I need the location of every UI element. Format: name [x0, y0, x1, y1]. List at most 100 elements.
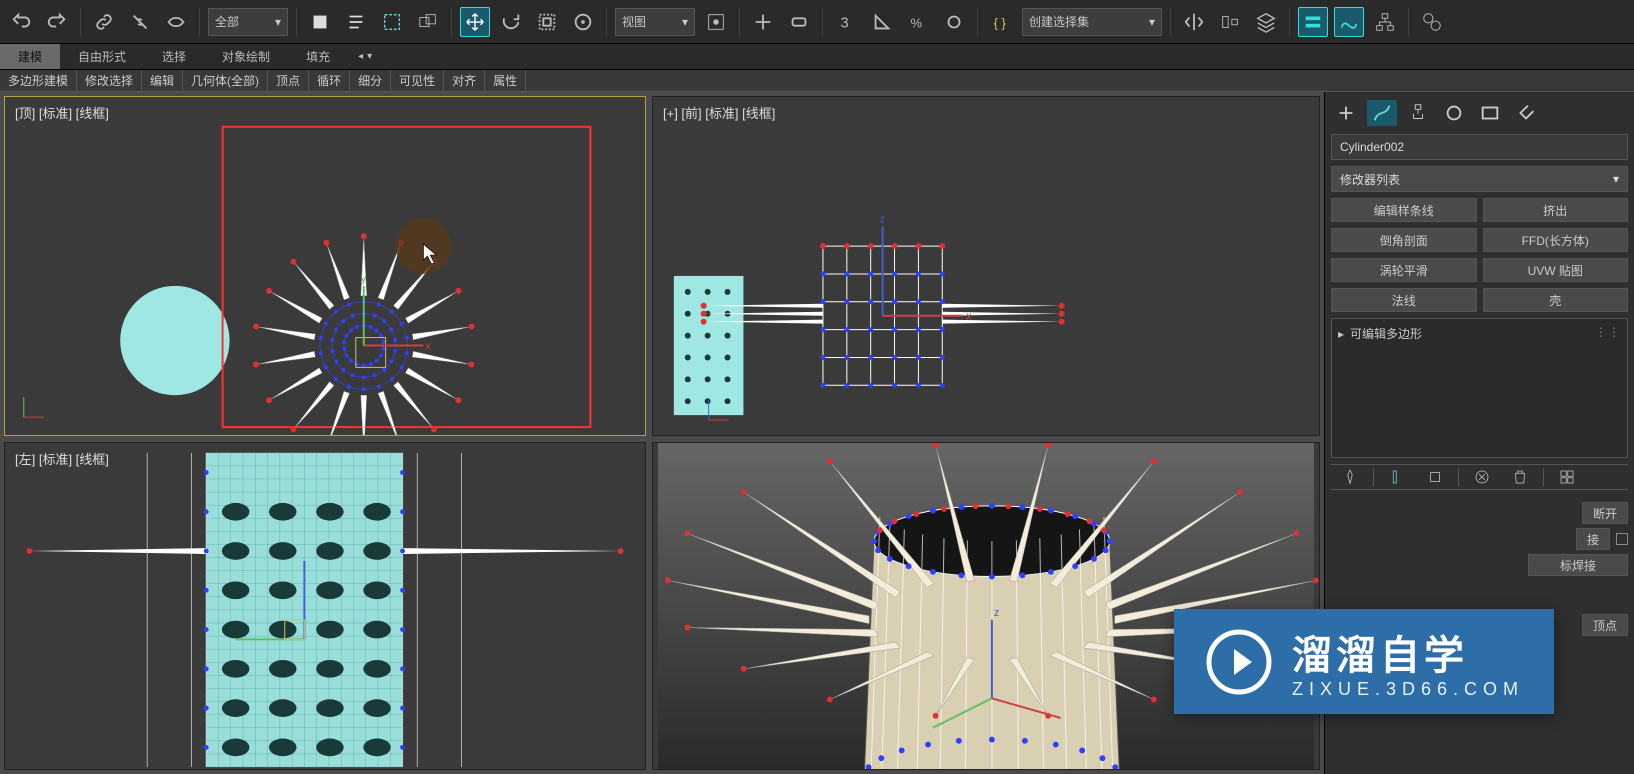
ref-coord-dropdown[interactable]: 视图 ▾	[615, 8, 695, 36]
named-set-dropdown[interactable]: 创建选择集 ▾	[1022, 8, 1162, 36]
mirror-icon[interactable]	[1179, 7, 1209, 37]
schematic-view-icon[interactable]	[1370, 7, 1400, 37]
modifier-stack[interactable]: ▸ 可编辑多边形 ⋮⋮	[1331, 318, 1628, 458]
remove-modifier-icon[interactable]	[1467, 464, 1497, 490]
ribbon-dropdown-icon[interactable]: ▾	[367, 51, 372, 62]
utilities-tab-icon[interactable]	[1511, 100, 1541, 126]
modify-tab-icon[interactable]	[1367, 100, 1397, 126]
spinner-snap-icon[interactable]	[939, 7, 969, 37]
target-weld-button[interactable]: 标焊接	[1528, 554, 1628, 576]
bind-icon[interactable]	[161, 7, 191, 37]
keymode-icon[interactable]	[784, 7, 814, 37]
viewport-top[interactable]: [顶] [标准] [线框] xy	[4, 96, 646, 436]
redo-icon[interactable]	[42, 7, 72, 37]
ribbon-tab-label: 建模	[18, 48, 42, 65]
object-name-field[interactable]: Cylinder002	[1331, 134, 1628, 160]
select-name-icon[interactable]	[341, 7, 371, 37]
layers-icon[interactable]	[1251, 7, 1281, 37]
subtab-vertex[interactable]: 顶点	[268, 70, 309, 91]
configure-icon[interactable]	[1552, 464, 1582, 490]
subtab-props[interactable]: 属性	[485, 70, 526, 91]
pin-stack-icon[interactable]	[1335, 464, 1365, 490]
connect-settings-icon[interactable]	[1616, 533, 1628, 545]
pivot-icon[interactable]	[701, 7, 731, 37]
modifier-btn-spline[interactable]: 编辑样条线	[1331, 198, 1477, 222]
viewport-perspective[interactable]: [+] [透视] [标准] [边面] z	[652, 442, 1320, 770]
expand-icon[interactable]: ▸	[1338, 327, 1344, 341]
modifier-btn-uvw[interactable]: UVW 贴图	[1483, 258, 1629, 282]
caret-down-icon: ▾	[682, 15, 688, 29]
stack-toolbar	[1331, 464, 1628, 490]
object-name-text: Cylinder002	[1340, 140, 1404, 154]
ref-coord-label: 视图	[622, 13, 646, 30]
stack-item-label: 可编辑多边形	[1350, 325, 1422, 342]
create-tab-icon[interactable]	[1331, 100, 1361, 126]
watermark-url: ZIXUE.3D66.COM	[1292, 679, 1524, 700]
remove-iso-button[interactable]: 顶点	[1582, 614, 1628, 636]
placement-icon[interactable]	[568, 7, 598, 37]
svg-text:x: x	[425, 341, 431, 353]
modifier-btn-extrude[interactable]: 挤出	[1483, 198, 1629, 222]
scale-icon[interactable]	[532, 7, 562, 37]
modifier-btn-normals[interactable]: 法线	[1331, 288, 1477, 312]
svg-text:%: %	[911, 15, 922, 30]
show-end-icon[interactable]	[1382, 464, 1412, 490]
stack-options-icon[interactable]: ⋮⋮	[1595, 325, 1621, 339]
select-rect-icon[interactable]	[305, 7, 335, 37]
ribbon-tab-freeform[interactable]: 自由形式	[60, 44, 144, 69]
ribbon-tab-select[interactable]: 选择	[144, 44, 204, 69]
subtab-geometry[interactable]: 几何体(全部)	[183, 70, 268, 91]
subtab-polymodel[interactable]: 多边形建模	[0, 70, 77, 91]
ribbon-tab-label: 选择	[162, 48, 186, 65]
subtab-align[interactable]: 对齐	[444, 70, 485, 91]
material-editor-icon[interactable]	[1417, 7, 1447, 37]
curve-editor-icon[interactable]	[1334, 7, 1364, 37]
modifier-btn-bevel[interactable]: 倒角剖面	[1331, 228, 1477, 252]
ribbon-tab-paint[interactable]: 对象绘制	[204, 44, 288, 69]
unlink-icon[interactable]	[125, 7, 155, 37]
break-button[interactable]: 断开	[1582, 502, 1628, 524]
selection-filter-dropdown[interactable]: 全部 ▾	[208, 8, 288, 36]
hierarchy-tab-icon[interactable]	[1403, 100, 1433, 126]
subtab-loop[interactable]: 循环	[309, 70, 350, 91]
link-icon[interactable]	[89, 7, 119, 37]
move-icon[interactable]	[460, 7, 490, 37]
subtab-visibility[interactable]: 可见性	[391, 70, 444, 91]
stack-item-editable-poly[interactable]: ▸ 可编辑多边形	[1338, 323, 1621, 344]
ribbon-collapse-icon[interactable]: ◂	[358, 51, 363, 62]
make-unique-icon[interactable]	[1420, 464, 1450, 490]
window-crossing-icon[interactable]	[413, 7, 443, 37]
svg-text:{ }: { }	[994, 15, 1007, 30]
manipulate-icon[interactable]	[748, 7, 778, 37]
watermark: 溜溜自学 ZIXUE.3D66.COM	[1174, 609, 1554, 714]
caret-down-icon: ▾	[1149, 15, 1155, 29]
align-icon[interactable]	[1215, 7, 1245, 37]
subtab-subdiv[interactable]: 细分	[350, 70, 391, 91]
ribbon-tab-modeling[interactable]: 建模	[0, 44, 60, 69]
svg-text:z: z	[994, 607, 999, 619]
connect-button[interactable]: 接	[1576, 528, 1610, 550]
snap-toggle-icon[interactable]: 3	[831, 7, 861, 37]
ribbon-tab-label: 对象绘制	[222, 48, 270, 65]
script-icon[interactable]: { }	[986, 7, 1016, 37]
modifier-btn-ffd[interactable]: FFD(长方体)	[1483, 228, 1629, 252]
delete-icon[interactable]	[1505, 464, 1535, 490]
select-region-icon[interactable]	[377, 7, 407, 37]
rotate-icon[interactable]	[496, 7, 526, 37]
selection-filter-label: 全部	[215, 13, 239, 30]
motion-tab-icon[interactable]	[1439, 100, 1469, 126]
svg-text:z: z	[880, 213, 885, 225]
ribbon-toggle-icon[interactable]	[1298, 7, 1328, 37]
subtab-modify-sel[interactable]: 修改选择	[77, 70, 142, 91]
angle-snap-icon[interactable]	[867, 7, 897, 37]
modifier-list-dropdown[interactable]: 修改器列表 ▾	[1331, 166, 1628, 192]
display-tab-icon[interactable]	[1475, 100, 1505, 126]
undo-icon[interactable]	[6, 7, 36, 37]
modifier-btn-turbosmooth[interactable]: 涡轮平滑	[1331, 258, 1477, 282]
viewport-left[interactable]: [左] [标准] [线框]	[4, 442, 646, 770]
ribbon-tab-populate[interactable]: 填充	[288, 44, 348, 69]
subtab-edit[interactable]: 编辑	[142, 70, 183, 91]
viewport-front[interactable]: [+] [前] [标准] [线框] xz	[652, 96, 1320, 436]
modifier-btn-shell[interactable]: 壳	[1483, 288, 1629, 312]
percent-snap-icon[interactable]: %	[903, 7, 933, 37]
